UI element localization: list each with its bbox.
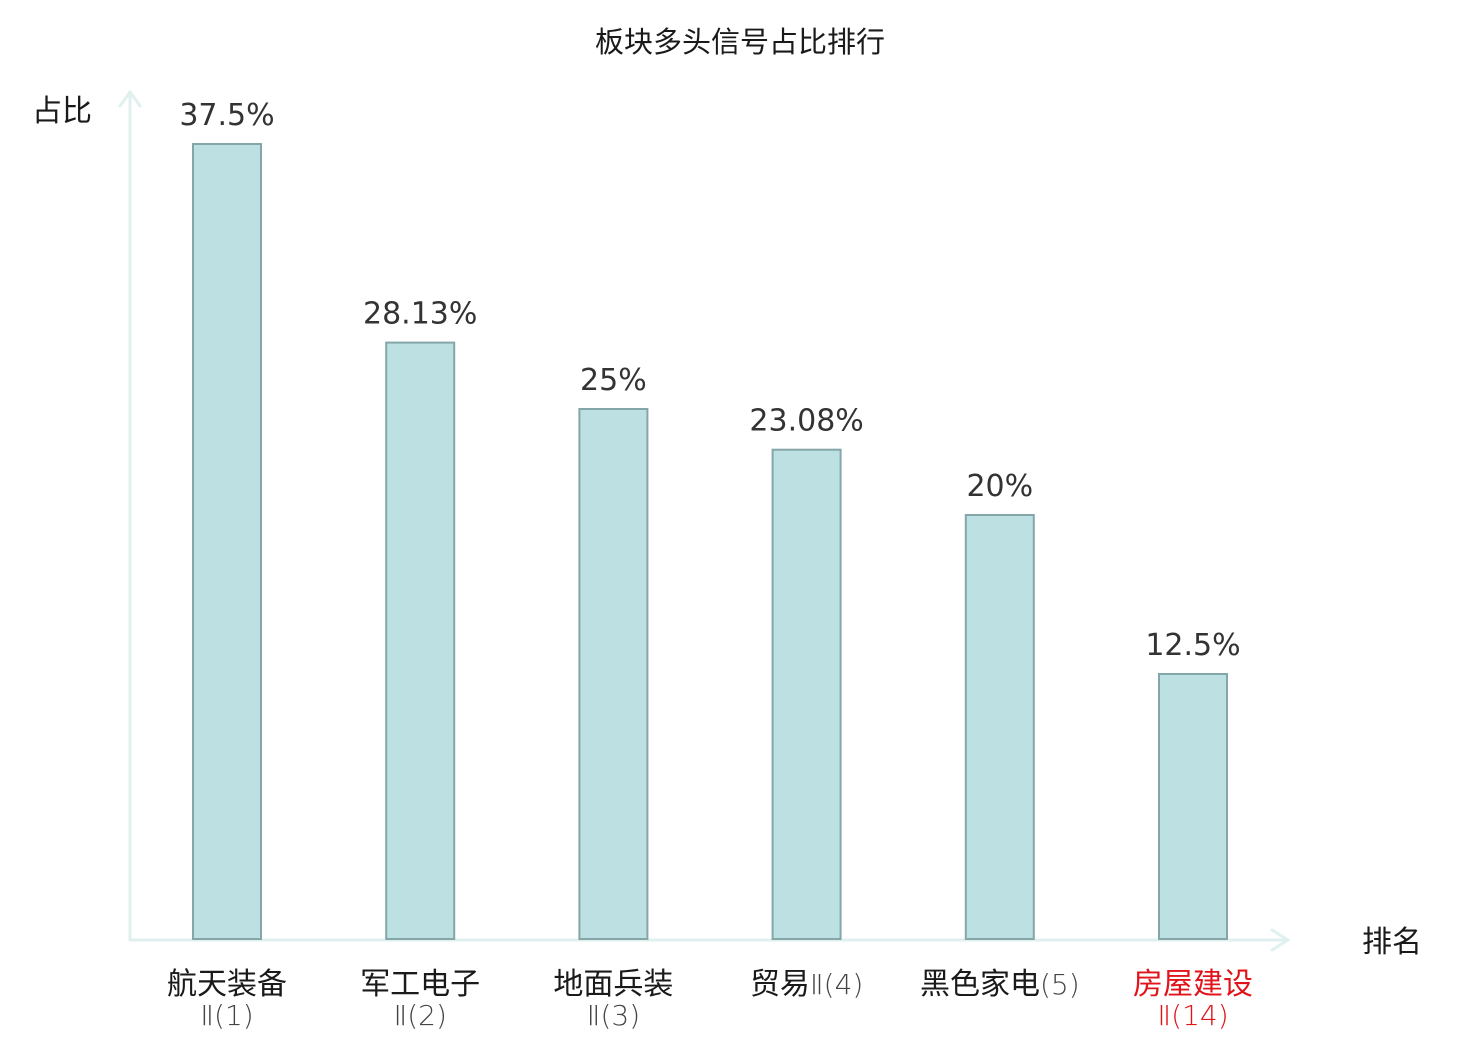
category-name-6: 房屋建设 [1133, 967, 1253, 1002]
category-suffix-2: Ⅱ(2) [393, 999, 446, 1032]
value-label-3: 25% [580, 363, 647, 398]
category-suffix-6: Ⅱ(14) [1157, 999, 1228, 1032]
value-label-1: 37.5% [179, 98, 274, 133]
value-labels-group: 37.5% 28.13% 25% 23.08% 20% 12.5% [179, 98, 1240, 663]
bar-3 [578, 408, 649, 940]
category-name-5: 黑色家电 [920, 967, 1040, 1002]
category-name-2: 军工电子 [360, 967, 480, 1002]
category-name-1: 航天装备 [167, 967, 287, 1002]
bar-4 [771, 448, 842, 940]
x-axis-title: 排名 [1362, 925, 1422, 960]
x-axis-arrowhead [1270, 928, 1290, 952]
category-name-4: 贸易 [750, 967, 810, 1002]
value-label-5: 20% [966, 469, 1033, 504]
value-label-6: 12.5% [1145, 628, 1240, 663]
bar-1 [192, 143, 262, 940]
y-axis-arrowhead [118, 90, 142, 108]
category-suffix-1: Ⅱ(1) [200, 999, 253, 1032]
category-suffix-4: Ⅱ(4) [810, 968, 863, 1001]
chart-title: 板块多头信号占比排行 [595, 25, 885, 59]
bar-2 [385, 341, 456, 941]
value-label-4: 23.08% [749, 404, 863, 439]
category-suffix-3: Ⅱ(3) [587, 999, 640, 1032]
y-axis-title: 占比 [32, 94, 92, 129]
bars-group [192, 143, 1228, 941]
category-label-5: 黑色家电(5) [920, 967, 1080, 1002]
value-label-2: 28.13% [363, 297, 477, 332]
category-suffix-5: (5) [1040, 968, 1080, 1001]
bar-5 [964, 514, 1035, 940]
axes [118, 90, 1290, 952]
category-label-4: 贸易Ⅱ(4) [750, 967, 863, 1002]
bar-6 [1158, 673, 1228, 940]
category-name-3: 地面兵装 [553, 967, 673, 1002]
